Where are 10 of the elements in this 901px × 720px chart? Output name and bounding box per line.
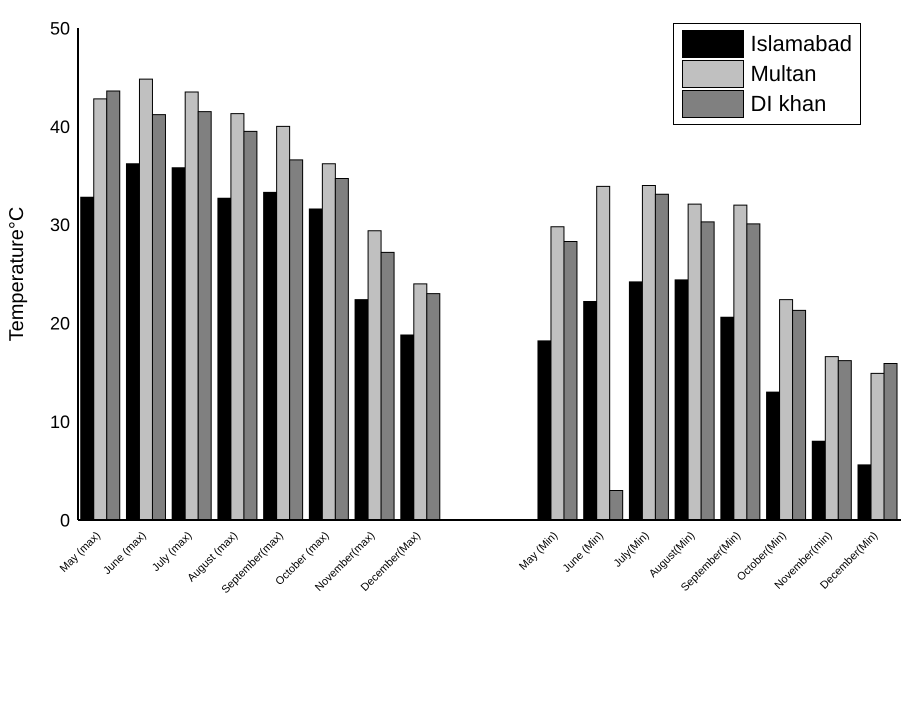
y-axis-title: Temperature°C	[6, 206, 28, 342]
y-tick-label: 50	[50, 18, 70, 38]
y-tick-label: 20	[50, 314, 70, 334]
legend-label: Islamabad	[750, 31, 852, 57]
y-tick-label: 10	[50, 412, 70, 432]
y-tick-label: 30	[50, 215, 70, 236]
legend-label: DI khan	[750, 91, 826, 117]
y-tick-label: 0	[60, 510, 70, 530]
y-tick-label: 40	[50, 116, 70, 137]
legend-label: Multan	[750, 61, 817, 87]
